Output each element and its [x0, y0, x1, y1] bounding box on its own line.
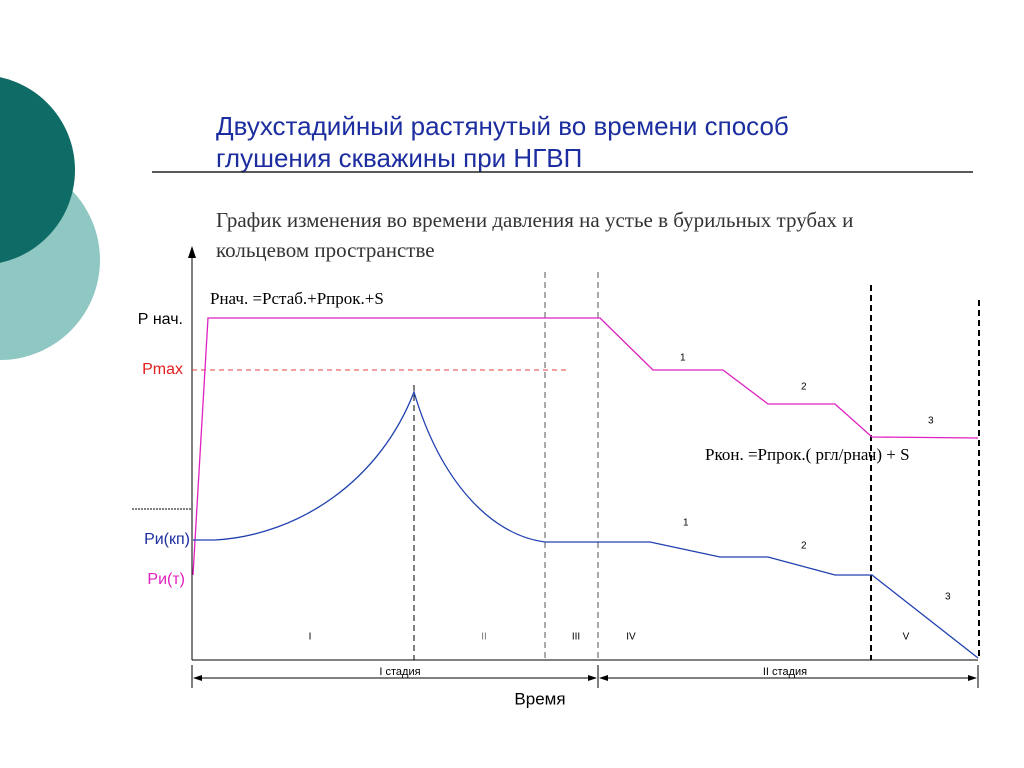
y-label: Р нач.: [138, 311, 183, 328]
title-line: Двухстадийный растянутый во времени спос…: [216, 111, 789, 141]
arrow-heads: [193, 675, 977, 681]
step-label: 2: [801, 541, 807, 552]
step-label: 1: [680, 353, 686, 364]
deco-circle-dark: [0, 77, 75, 263]
formula: Рнач. =Рстаб.+Рпрок.+S: [210, 289, 384, 308]
pipe-pressure-curve: [192, 317, 979, 576]
stage-label: II стадия: [763, 666, 807, 678]
arrow-head: [588, 675, 597, 681]
stage-arrows: [191, 665, 979, 688]
subtitle-line: кольцевом пространстве: [216, 238, 435, 262]
step-label: 2: [801, 382, 807, 393]
arrow-head: [599, 675, 608, 681]
subtitle-line: График изменения во времени давления на …: [216, 208, 853, 232]
stage-label: I стадия: [379, 666, 420, 678]
phase-label: V: [903, 632, 910, 643]
dividers: [413, 272, 980, 660]
y-label: Pmax: [142, 361, 183, 378]
step-label: 3: [928, 416, 934, 427]
phase-label: III: [572, 632, 580, 643]
arrow-head: [193, 675, 202, 681]
phase-label: IV: [626, 632, 636, 643]
y-label: Ри(кп): [144, 531, 190, 548]
phase-label: II: [481, 632, 487, 643]
step-label: 1: [683, 518, 689, 529]
arrow-head: [968, 675, 977, 681]
x-label: Время: [514, 689, 565, 708]
step-label: 3: [945, 592, 951, 603]
formula: Ркон. =Рпрок.( ргл/рнач) + S: [705, 445, 910, 464]
phase-label: I: [309, 632, 312, 643]
title-line: глушения скважины при НГВП: [216, 143, 582, 173]
annulus-pressure-curve: [193, 389, 979, 659]
y-arrow: [188, 246, 196, 258]
y-label: Ри(т): [147, 571, 185, 588]
